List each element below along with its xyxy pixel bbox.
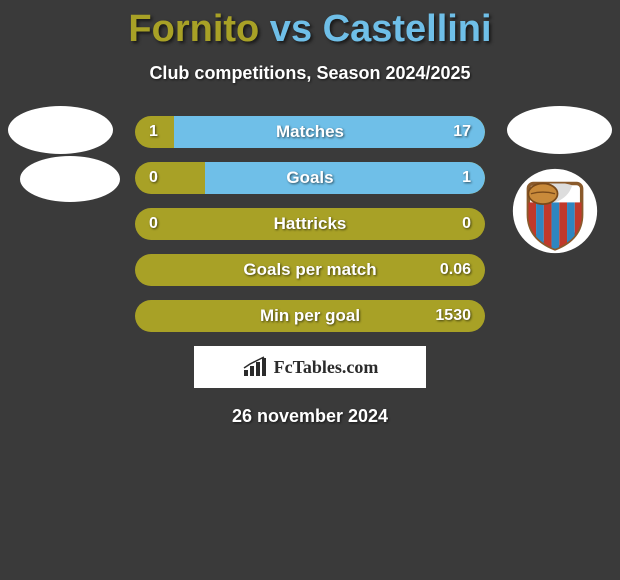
stat-bars: 1 Matches 17 0 Goals 1 0 Hattricks 0 Goals per ma…: [135, 116, 485, 332]
stat-value-right: 17: [453, 123, 471, 141]
stat-label: Hattricks: [274, 214, 347, 234]
stat-label: Goals per match: [243, 260, 376, 280]
stat-value-right: 0.06: [440, 261, 471, 279]
stat-label: Goals: [286, 168, 333, 188]
brand-box: FcTables.com: [194, 346, 426, 388]
stat-label: Min per goal: [260, 306, 360, 326]
stat-value-left: 1: [149, 123, 158, 141]
stat-row: Min per goal 1530: [135, 300, 485, 332]
date-line: 26 november 2024: [0, 406, 620, 427]
stat-row: 0 Goals 1: [135, 162, 485, 194]
stat-row: Goals per match 0.06: [135, 254, 485, 286]
brand-chart-icon: [242, 356, 268, 378]
stats-area: 1 Matches 17 0 Goals 1 0 Hattricks 0 Goals per ma…: [0, 116, 620, 427]
title-left: Fornito: [128, 8, 259, 50]
left-badge-placeholder-1: [8, 106, 113, 154]
title-right: Castellini: [323, 8, 492, 50]
brand-text: FcTables.com: [274, 357, 379, 378]
stat-value-right: 1: [462, 169, 471, 187]
stat-row: 0 Hattricks 0: [135, 208, 485, 240]
stat-value-left: 0: [149, 169, 158, 187]
club-logo: [512, 168, 598, 254]
stat-value-right: 0: [462, 215, 471, 233]
subtitle: Club competitions, Season 2024/2025: [0, 63, 620, 84]
stat-value-right: 1530: [435, 307, 471, 325]
bar-fill-right: [205, 162, 485, 194]
page-title: Fornito vs Castellini: [0, 0, 620, 51]
stat-value-left: 0: [149, 215, 158, 233]
right-badge-placeholder-1: [507, 106, 612, 154]
left-badge-placeholder-2: [20, 156, 120, 202]
stat-row: 1 Matches 17: [135, 116, 485, 148]
title-mid: vs: [259, 8, 322, 50]
stat-label: Matches: [276, 122, 344, 142]
